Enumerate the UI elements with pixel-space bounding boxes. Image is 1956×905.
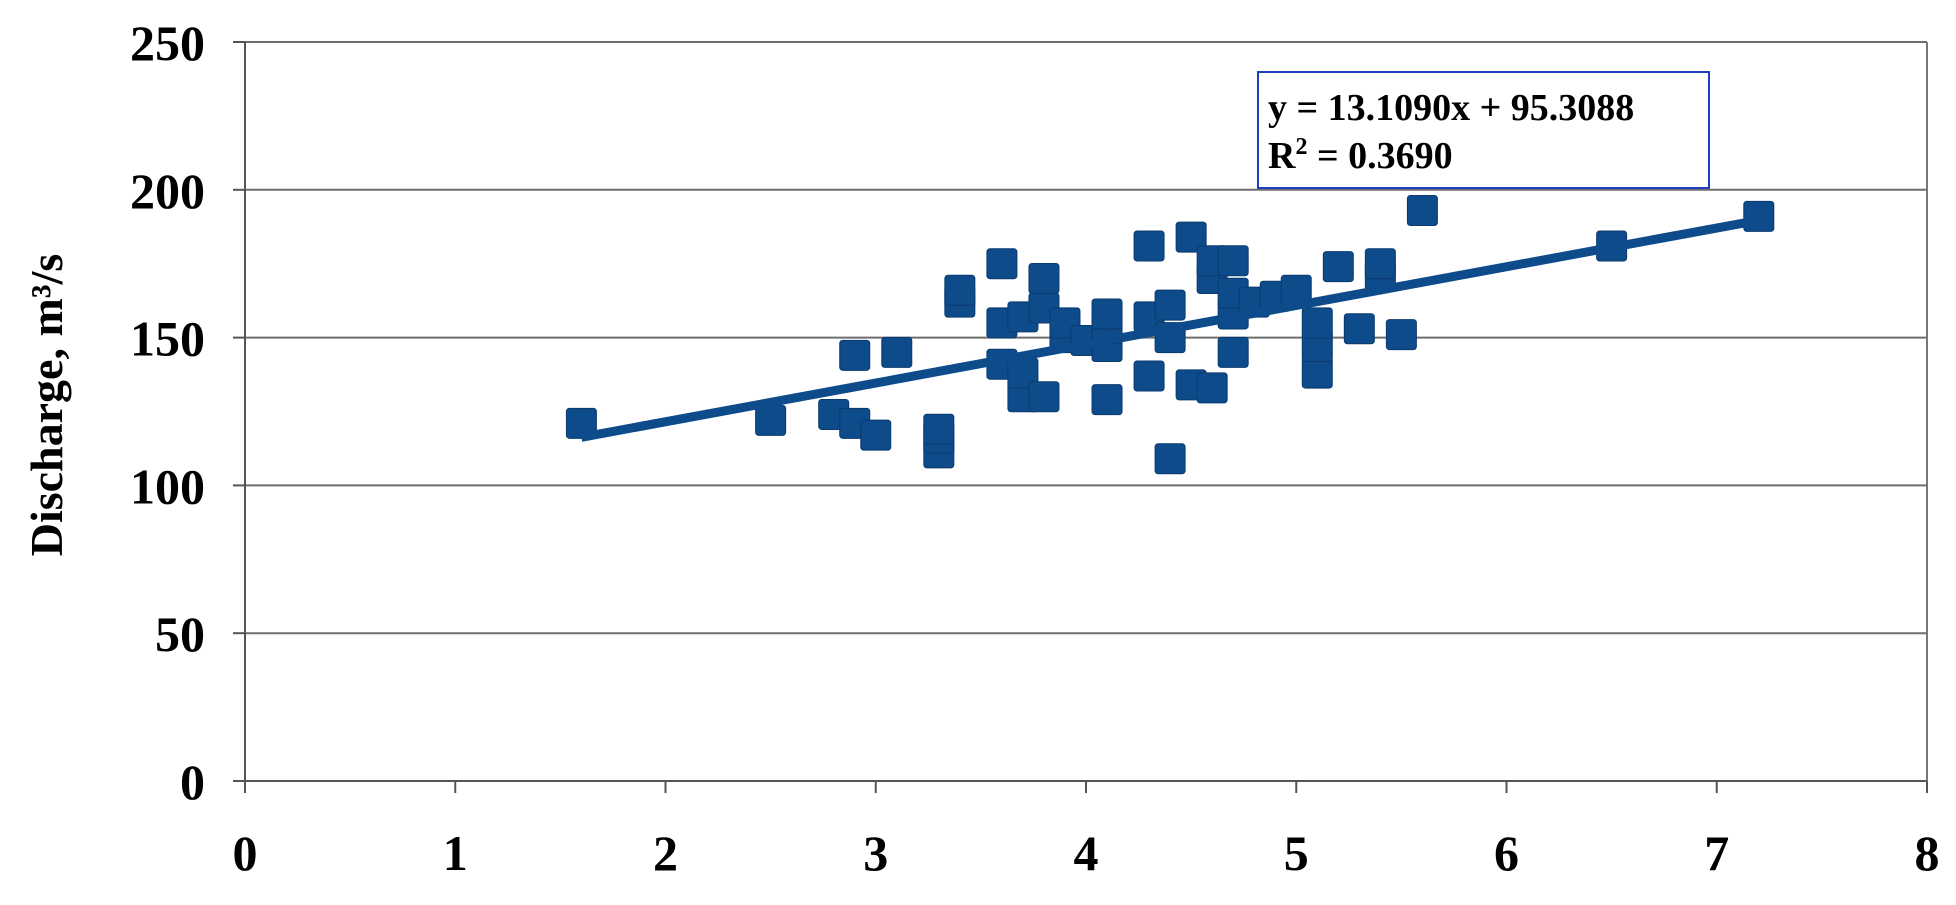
y-tick-label: 200 xyxy=(130,163,205,219)
x-tick-label: 4 xyxy=(1074,825,1099,881)
data-point xyxy=(1091,384,1123,416)
trend-line xyxy=(580,215,1760,442)
y-tick-label: 150 xyxy=(130,311,205,367)
data-point xyxy=(986,248,1018,280)
y-axis-title: Discharge, m³/s xyxy=(21,254,72,557)
data-point xyxy=(565,407,597,439)
data-point xyxy=(1364,248,1396,280)
data-point xyxy=(1406,194,1438,226)
data-point xyxy=(1343,313,1375,345)
data-point xyxy=(1196,372,1228,404)
x-tick-label: 2 xyxy=(653,825,678,881)
data-point xyxy=(944,274,976,306)
equation-box-frame xyxy=(1257,71,1710,189)
data-points xyxy=(565,194,1775,475)
data-point xyxy=(860,419,892,451)
x-tick-label: 8 xyxy=(1915,825,1940,881)
data-point xyxy=(1091,298,1123,330)
y-tick-label: 50 xyxy=(155,606,205,662)
x-tick-label: 1 xyxy=(443,825,468,881)
x-tick-label: 5 xyxy=(1284,825,1309,881)
y-tick-label: 100 xyxy=(130,458,205,514)
data-point xyxy=(1028,381,1060,413)
data-point xyxy=(1154,443,1186,475)
data-point xyxy=(1385,319,1417,351)
y-tick-label: 250 xyxy=(130,15,205,71)
equation-box: y = 13.1090x + 95.3088 R2 = 0.3690 xyxy=(1257,71,1710,189)
x-tick-labels: 0 1 2 3 4 5 6 7 8 xyxy=(233,825,1940,881)
axes xyxy=(244,42,1928,782)
data-point xyxy=(755,404,787,436)
data-point xyxy=(1743,200,1775,232)
data-point xyxy=(1133,230,1165,262)
r-squared-label: R2 = 0.3690 xyxy=(1268,134,1453,177)
x-tick-label: 3 xyxy=(863,825,888,881)
data-point xyxy=(1301,307,1333,339)
data-point xyxy=(1154,289,1186,321)
trend-equation: y = 13.1090x + 95.3088 xyxy=(1268,87,1634,129)
x-tick-label: 7 xyxy=(1704,825,1729,881)
data-point xyxy=(1217,336,1249,368)
data-point xyxy=(1301,357,1333,389)
data-point xyxy=(1133,360,1165,392)
y-tick-label: 0 xyxy=(180,754,205,810)
data-point xyxy=(923,413,955,445)
data-point xyxy=(1028,262,1060,294)
x-tick-label: 0 xyxy=(233,825,258,881)
data-point xyxy=(881,336,913,368)
data-point xyxy=(1217,245,1249,277)
data-point xyxy=(1322,251,1354,283)
data-point xyxy=(1175,221,1207,253)
data-point xyxy=(839,339,871,371)
y-tick-labels: 0 50 100 150 200 250 xyxy=(130,15,205,810)
x-tick-label: 6 xyxy=(1494,825,1519,881)
